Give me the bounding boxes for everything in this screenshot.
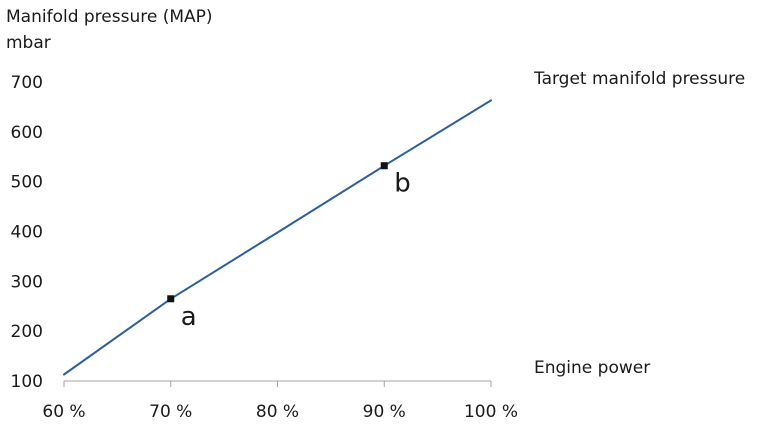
y-axis-title-line1: Manifold pressure (MAP)	[6, 7, 213, 27]
y-tick-labels: 100 200 300 400 500 600 700	[11, 73, 43, 392]
x-tick-label: 60 %	[42, 402, 85, 422]
x-tick-label: 100 %	[464, 402, 518, 422]
y-tick-label: 600	[11, 123, 43, 143]
series-label: Target manifold pressure	[534, 69, 746, 89]
x-tick-label: 80 %	[256, 402, 299, 422]
point-label-b: b	[394, 169, 411, 199]
y-tick-label: 700	[11, 73, 43, 93]
axes	[63, 380, 492, 387]
y-tick-label: 500	[11, 173, 43, 193]
x-tick-label: 70 %	[149, 402, 192, 422]
y-tick-label: 200	[11, 322, 43, 342]
point-marker-a	[167, 295, 175, 303]
x-axis-title: Engine power	[534, 358, 651, 378]
y-tick-label: 100	[11, 372, 43, 392]
point-marker-b	[380, 162, 388, 170]
series-line	[63, 99, 492, 376]
y-tick-label: 300	[11, 272, 43, 292]
point-label-a: a	[181, 302, 197, 332]
y-axis-title: Manifold pressure (MAP) mbar	[6, 4, 213, 56]
point-markers: ab	[167, 162, 411, 332]
x-tick-labels: 60 % 70 % 80 % 90 % 100 %	[42, 402, 518, 422]
series-group	[63, 99, 492, 376]
x-tick-label: 90 %	[363, 402, 406, 422]
y-tick-label: 400	[11, 223, 43, 243]
y-axis-title-line2: mbar	[6, 33, 51, 53]
